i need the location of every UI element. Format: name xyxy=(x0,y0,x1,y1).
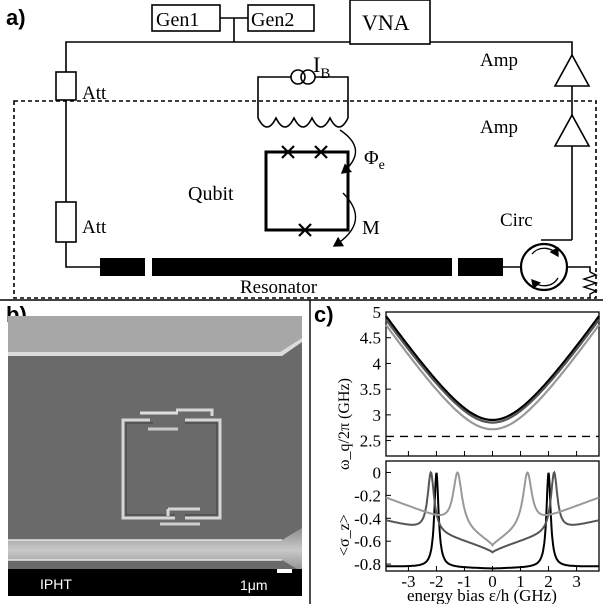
vna-box xyxy=(349,0,431,45)
top-ytick: 3.5 xyxy=(360,380,381,399)
svg-text:IB: IB xyxy=(313,52,330,82)
resonator-label: Resonator xyxy=(240,277,318,298)
termination-resistor-icon xyxy=(581,271,599,298)
chip-boundary xyxy=(13,100,597,299)
resonator-center xyxy=(152,258,452,276)
frequency-series-3 xyxy=(385,324,600,431)
polarization-series-3 xyxy=(385,471,600,548)
bottom-xlabel: energy bias ε/h (GHz) xyxy=(407,586,557,604)
top-ytick: 4 xyxy=(373,354,382,373)
frequency-series-2 xyxy=(385,319,600,424)
vna-label: VNA xyxy=(362,10,410,35)
flux-label: Φ xyxy=(364,147,379,169)
svg-text:Φe: Φe xyxy=(364,147,385,173)
gen2-label: Gen2 xyxy=(251,9,294,31)
qubit-label: Qubit xyxy=(188,183,234,205)
circulator-icon xyxy=(519,242,569,292)
polarization-plot: 0-0.2-0.4-0.6-0.8-3 -2 -1 0 1 2 3 xyxy=(354,463,600,591)
bias-coil-icon xyxy=(257,116,349,128)
resonator-segment-right xyxy=(458,258,503,276)
top-ytick: 3 xyxy=(373,406,382,425)
polarization-series-1 xyxy=(386,472,599,570)
frequency-plot: 5 4.5 4 3.5 3 2.5 xyxy=(360,303,600,456)
sem-micrograph: IPHT 1μm xyxy=(8,316,302,596)
attenuator-bottom xyxy=(55,201,77,243)
top-ylabel: ω_q/2π (GHz) xyxy=(336,378,353,470)
bias-current-label: I xyxy=(313,52,320,77)
top-ytick: 5 xyxy=(373,303,382,322)
bottom-ytick: -0.4 xyxy=(354,509,381,528)
attenuator-top xyxy=(55,71,77,101)
resonator-segment-left xyxy=(100,258,145,276)
frequency-series-1 xyxy=(385,315,600,422)
bottom-xtick: 2 xyxy=(544,572,553,591)
scale-bar-label: 1μm xyxy=(240,577,268,593)
mutual-arrow-icon xyxy=(332,192,357,247)
bottom-xtick: 0 xyxy=(488,572,497,591)
bottom-xtick: 3 xyxy=(572,572,581,591)
flux-arrow-icon xyxy=(339,129,357,174)
josephson-junction-icon xyxy=(281,145,328,237)
gen1-label: Gen1 xyxy=(156,9,199,31)
amplifier-top-icon xyxy=(553,53,591,87)
bottom-plot-frame xyxy=(385,460,600,572)
panel-a-label: a) xyxy=(6,5,26,30)
qubit-loop xyxy=(264,150,350,232)
bottom-ytick: 0 xyxy=(373,463,382,482)
bottom-xtick: 1 xyxy=(516,572,525,591)
bottom-ylabel: <σ_z> xyxy=(336,514,353,556)
institute-label: IPHT xyxy=(40,576,72,592)
amp-top-label: Amp xyxy=(480,50,518,71)
svg-text:ω_q/2π (GHz): ω_q/2π (GHz) xyxy=(336,378,353,470)
circulator-label: Circ xyxy=(500,210,533,231)
bottom-xtick: -1 xyxy=(457,572,471,591)
amp-bottom-label: Amp xyxy=(480,117,518,138)
panel-c-label: c) xyxy=(314,302,334,327)
bias-current-sub: B xyxy=(320,66,330,82)
att-bottom-label: Att xyxy=(82,217,107,238)
bottom-ytick: -0.6 xyxy=(354,532,381,551)
top-ytick: 4.5 xyxy=(360,329,381,348)
mutual-label: M xyxy=(362,217,380,239)
att-top-label: Att xyxy=(82,83,107,104)
bottom-ytick: -0.8 xyxy=(354,555,381,574)
bottom-xtick: -3 xyxy=(401,572,415,591)
amplifier-bottom-icon xyxy=(553,113,591,147)
polarization-series-2 xyxy=(385,470,600,554)
scale-bar xyxy=(277,569,292,573)
flux-sub: e xyxy=(379,158,385,173)
top-plot-frame xyxy=(385,311,600,457)
bottom-ytick: -0.2 xyxy=(354,486,381,505)
top-ytick: 2.5 xyxy=(360,432,381,451)
bottom-xtick: -2 xyxy=(429,572,443,591)
